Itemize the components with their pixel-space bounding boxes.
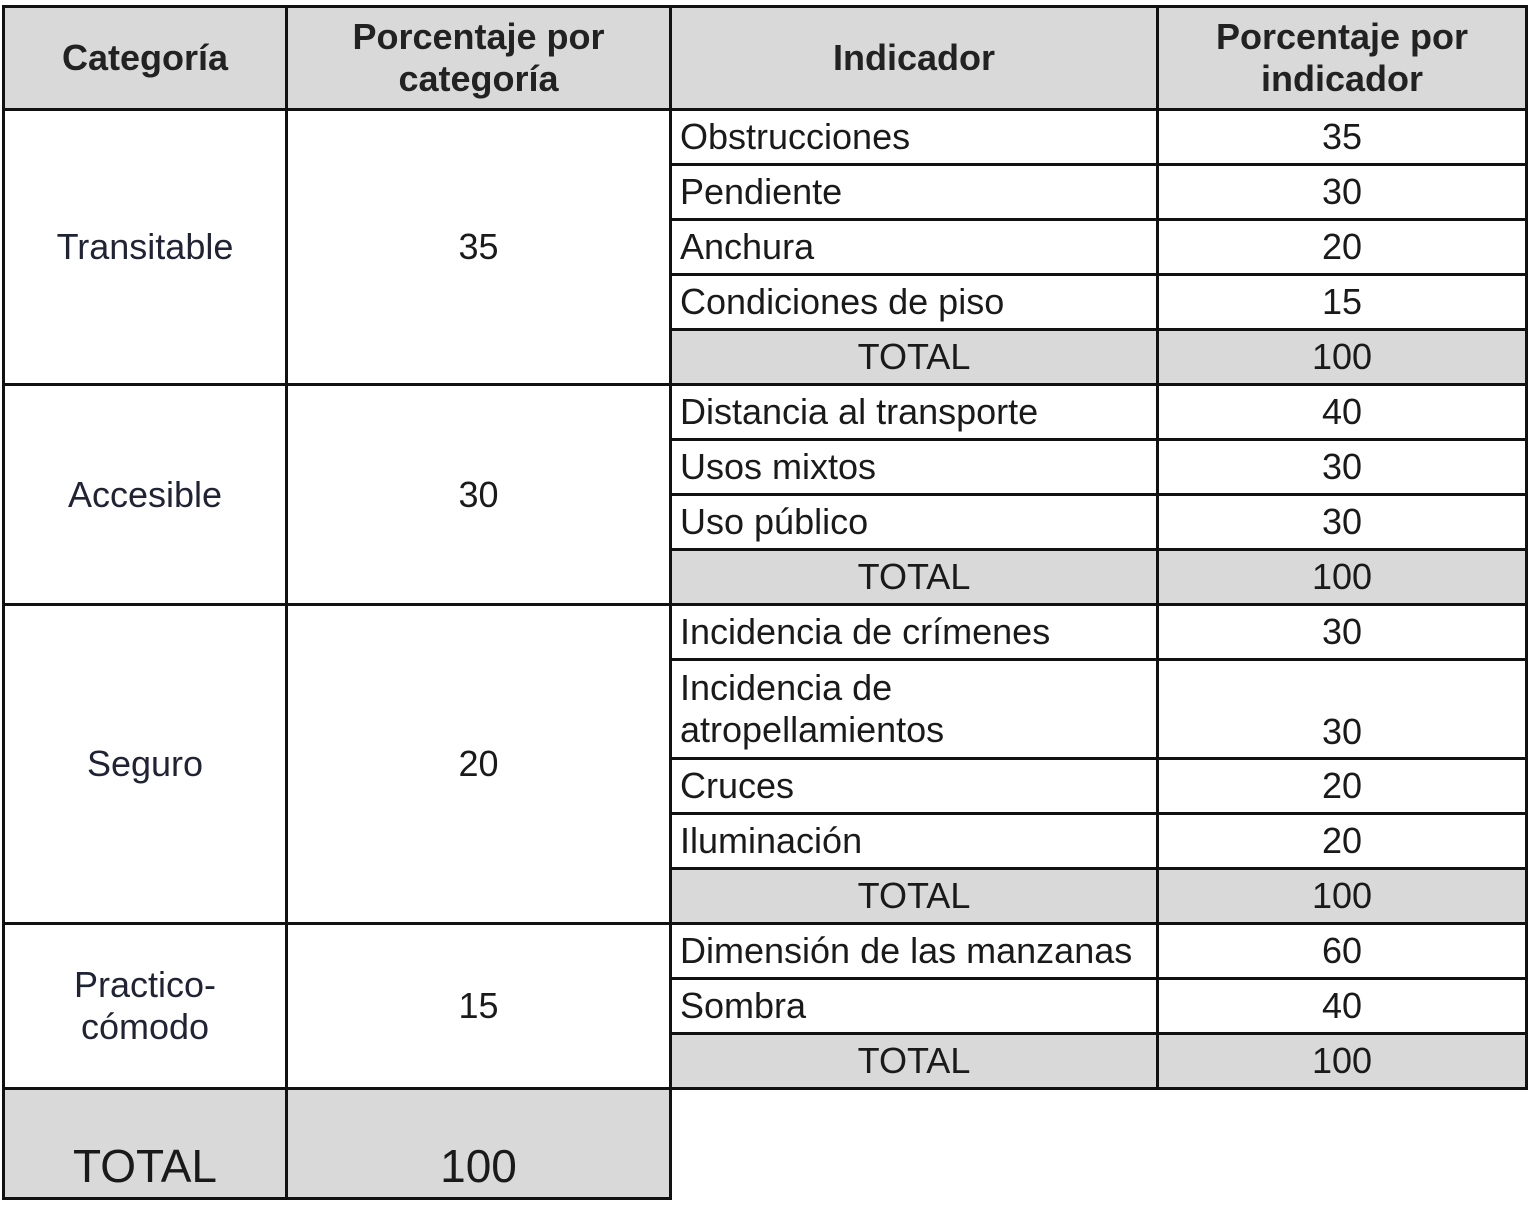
indicator-name: Incidencia de crímenes: [669, 603, 1159, 661]
indicator-name: Dimensión de las manzanas: [669, 922, 1159, 980]
category-accesible: Accesible: [2, 383, 288, 606]
grand-total-value: 100: [285, 1087, 672, 1200]
subtotal-label: TOTAL: [669, 548, 1159, 606]
table-row: Uso público 30: [4, 493, 1528, 551]
subtotal-row: TOTAL 100: [4, 548, 1528, 606]
indicator-name: Obstrucciones: [669, 108, 1159, 166]
indicator-value: 30: [1156, 438, 1528, 496]
header-indicador: Indicador: [669, 5, 1159, 111]
indicator-value: 40: [1156, 383, 1528, 441]
category-percent-seguro: 20: [285, 603, 672, 925]
indicator-value: 20: [1156, 218, 1528, 276]
table-row: Iluminación 20: [4, 812, 1528, 870]
category-percent-transitable: 35: [285, 108, 672, 386]
header-porcentaje-indicador-line1: Porcentaje por: [1215, 16, 1469, 57]
table-row: Seguro 20 Incidencia de crímenes 30: [2, 603, 1528, 925]
header-porcentaje-categoria-line1: Porcentaje por: [352, 16, 605, 57]
indicator-value: 40: [1156, 977, 1528, 1035]
indicator-value: 60: [1156, 922, 1528, 980]
subtotal-label: TOTAL: [669, 328, 1159, 386]
table-row: Incidencia de atropellamientos 30: [4, 658, 1528, 760]
table-row: Usos mixtos 30: [4, 438, 1528, 496]
subtotal-value: 100: [1156, 548, 1528, 606]
header-categoria: Categoría: [2, 5, 288, 111]
indicator-value: 30: [1156, 493, 1528, 551]
indicator-value: 35: [1156, 108, 1528, 166]
grand-total-row: TOTAL 100: [2, 1087, 1527, 1200]
subtotal-value: 100: [1156, 1032, 1528, 1090]
indicator-name: Sombra: [669, 977, 1159, 1035]
table-row: Anchura 20: [4, 218, 1528, 276]
table-row: Transitable 35 Obstrucciones 35: [2, 108, 1528, 386]
indicator-name: Usos mixtos: [669, 438, 1159, 496]
grand-total-label: TOTAL: [2, 1087, 288, 1200]
indicator-name: Uso público: [669, 493, 1159, 551]
subtotal-row: TOTAL 100: [4, 1032, 1528, 1090]
category-practico-comodo: Practico- cómodo: [2, 922, 288, 1090]
category-practico-comodo-line2: cómodo: [80, 1006, 210, 1047]
indicator-name: Distancia al transporte: [669, 383, 1159, 441]
indicator-name: Pendiente: [669, 163, 1159, 221]
table-row: Sombra 40: [4, 977, 1528, 1035]
table-row: Accesible 30 Distancia al transporte 40: [2, 383, 1528, 606]
indicator-value: 30: [1156, 163, 1528, 221]
table-row: Practico- cómodo 15 Dimensión de las man…: [2, 922, 1528, 1090]
table-row: Cruces 20: [4, 757, 1528, 815]
header-row: Categoría Porcentaje por categoría Indic…: [2, 5, 1528, 111]
category-transitable: Transitable: [2, 108, 288, 386]
empty-area: [669, 1087, 1527, 1199]
table-row: Condiciones de piso 15: [4, 273, 1528, 331]
header-porcentaje-indicador: Porcentaje por indicador: [1156, 5, 1528, 111]
subtotal-label: TOTAL: [669, 867, 1159, 925]
subtotal-row: TOTAL 100: [4, 328, 1528, 386]
subtotal-value: 100: [1156, 867, 1528, 925]
header-porcentaje-categoria: Porcentaje por categoría: [285, 5, 672, 111]
header-porcentaje-categoria-line2: categoría: [398, 58, 559, 99]
indicator-name: Condiciones de piso: [669, 273, 1159, 331]
indicator-value: 15: [1156, 273, 1528, 331]
indicator-name: Incidencia de atropellamientos: [669, 658, 1159, 760]
header-porcentaje-indicador-line2: indicador: [1260, 58, 1424, 99]
indicator-name: Anchura: [669, 218, 1159, 276]
subtotal-row: TOTAL 100: [4, 867, 1528, 925]
indicator-value: 20: [1156, 757, 1528, 815]
indicator-name: Cruces: [669, 757, 1159, 815]
table-row: Pendiente 30: [4, 163, 1528, 221]
subtotal-label: TOTAL: [669, 1032, 1159, 1090]
indicator-name: Iluminación: [669, 812, 1159, 870]
category-percent-accesible: 30: [285, 383, 672, 606]
category-seguro: Seguro: [2, 603, 288, 925]
weighting-table: Categoría Porcentaje por categoría Indic…: [2, 5, 1528, 1200]
category-percent-practico-comodo: 15: [285, 922, 672, 1090]
indicator-value: 20: [1156, 812, 1528, 870]
indicator-value: 30: [1156, 603, 1528, 661]
subtotal-value: 100: [1156, 328, 1528, 386]
category-practico-comodo-line1: Practico-: [73, 964, 217, 1005]
indicator-value: 30: [1156, 658, 1528, 760]
